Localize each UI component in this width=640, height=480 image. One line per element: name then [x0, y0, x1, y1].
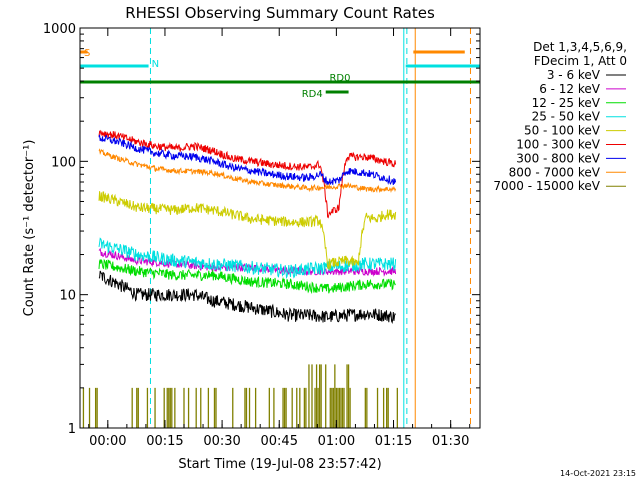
legend: Det 1,3,4,5,6,9, FDecim 1, Att 0 3 - 6 k…	[493, 40, 627, 193]
x-tick-label: 00:15	[146, 434, 183, 449]
y-tick-label: 10	[59, 289, 76, 304]
legend-header-line-2: FDecim 1, Att 0	[534, 54, 627, 68]
series-7000-15000-kev	[82, 364, 398, 428]
x-tick-label: 00:00	[89, 434, 126, 449]
annotation-bar-rd0-label: RD0	[329, 73, 350, 84]
legend-label: 3 - 6 keV	[547, 68, 601, 82]
series-50-100kev	[98, 191, 397, 271]
legend-label: 6 - 12 keV	[539, 82, 601, 96]
annotation-bar-n-label: N	[152, 59, 159, 70]
series-12-25kev	[98, 258, 396, 295]
x-tick-label: 00:30	[203, 434, 240, 449]
x-tick-label: 01:30	[432, 434, 469, 449]
y-axis-label: Count Rate (s⁻¹ detector⁻¹)	[22, 140, 37, 317]
legend-label: 25 - 50 keV	[532, 110, 601, 124]
series-3-6kev	[98, 270, 396, 325]
x-tick-label: 00:45	[261, 434, 298, 449]
series-100-300kev	[98, 129, 397, 219]
axes: 1 10 100 1000 00:00 00:15 00:30 00:45 01:00 01:15…	[43, 22, 481, 449]
annotation-bar-s-label: S	[84, 48, 90, 59]
y-tick-label: 1000	[43, 22, 76, 37]
legend-label: 50 - 100 keV	[524, 124, 601, 138]
legend-header-line-1: Det 1,3,4,5,6,9,	[533, 40, 627, 54]
plot-frame	[79, 27, 481, 429]
series-25-50kev	[98, 237, 397, 280]
legend-label: 300 - 800 keV	[516, 151, 600, 165]
x-tick-label: 01:00	[318, 434, 355, 449]
x-tick-label: 01:15	[375, 434, 412, 449]
y-tick-label: 1	[68, 422, 76, 437]
series-800-7000kev	[98, 148, 397, 194]
annotation-bar-rd4-label: RD4	[302, 89, 323, 100]
x-axis-label: Start Time (19-Jul-08 23:57:42)	[178, 457, 381, 472]
y-tick-label: 100	[51, 155, 76, 170]
plot-area: S N RD0 RD4	[80, 28, 480, 428]
legend-label: 7000 - 15000 keV	[493, 179, 600, 193]
chart-title: RHESSI Observing Summary Count Rates	[125, 4, 435, 22]
plot-inner	[80, 28, 480, 428]
series-300-800kev	[98, 134, 397, 185]
legend-label: 800 - 7000 keV	[509, 165, 601, 179]
footer-timestamp: 14-Oct-2021 23:15	[560, 469, 636, 478]
legend-label: 100 - 300 keV	[516, 138, 600, 152]
legend-label: 12 - 25 keV	[532, 96, 601, 110]
